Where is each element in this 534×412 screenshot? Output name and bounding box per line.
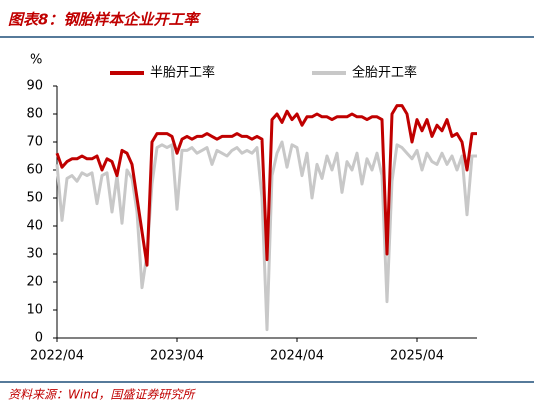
y-axis-label: %: [30, 53, 42, 68]
y-tick-label: 0: [35, 331, 43, 346]
y-tick-label: 60: [26, 163, 43, 178]
series-line: [55, 104, 477, 267]
x-tick-label: 2024/04: [270, 349, 324, 364]
x-tick-label: 2022/04: [30, 349, 84, 364]
x-tick-label: 2023/04: [150, 349, 204, 364]
y-tick-label: 80: [26, 107, 43, 122]
y-tick-label: 20: [26, 275, 43, 290]
source: 资料来源：Wind，国盛证券研究所: [8, 388, 196, 402]
y-tick-label: 10: [26, 303, 43, 318]
chart-title: 图表8：钢胎样本企业开工率: [8, 11, 201, 29]
y-tick-label: 40: [26, 219, 43, 234]
legend-label: 全胎开工率: [352, 65, 417, 81]
y-tick-label: 90: [26, 79, 43, 94]
x-tick-label: 2025/04: [390, 349, 444, 364]
y-tick-label: 50: [26, 191, 43, 206]
series-line: [55, 140, 477, 332]
y-tick-label: 30: [26, 247, 43, 262]
legend-label: 半胎开工率: [150, 65, 215, 81]
y-tick-label: 70: [26, 135, 43, 150]
